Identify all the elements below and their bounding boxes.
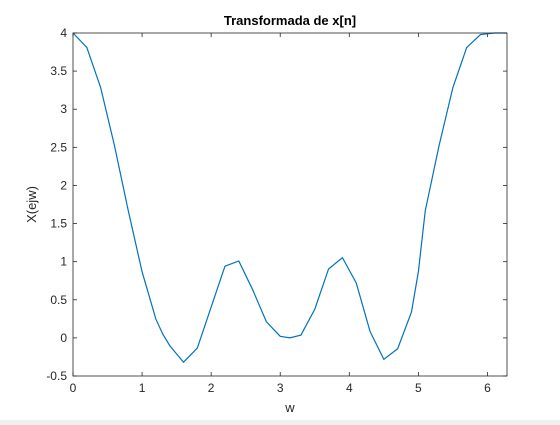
x-tick-label: 2 xyxy=(208,381,215,395)
y-tick-label: 2.5 xyxy=(50,140,67,154)
x-tick-label: 6 xyxy=(484,381,491,395)
x-axis-label: w xyxy=(284,400,295,415)
y-tick-label: -0.5 xyxy=(46,369,67,383)
axes-box xyxy=(72,32,508,377)
x-tick-label: 1 xyxy=(139,381,146,395)
x-tick-label: 3 xyxy=(277,381,284,395)
y-tick-label: 1.5 xyxy=(50,217,67,231)
y-tick-label: 2 xyxy=(60,178,67,192)
y-tick-label: 0.5 xyxy=(50,293,67,307)
chart-title: Transformada de x[n] xyxy=(224,13,356,28)
y-tick-label: 0 xyxy=(60,331,67,345)
series-line xyxy=(72,32,507,364)
x-tick-label: 5 xyxy=(415,381,422,395)
x-tick-label: 4 xyxy=(346,381,353,395)
y-tick-label: 4 xyxy=(60,26,67,40)
x-tick-label: 0 xyxy=(70,381,77,395)
tick-labels-group: 0 1 2 3 4 5 6-0.500.511.522.533.54 xyxy=(46,26,491,395)
y-tick-label: 3.5 xyxy=(50,64,67,78)
axes-background xyxy=(73,33,507,376)
y-tick-label: 1 xyxy=(60,255,67,269)
y-tick-label: 3 xyxy=(60,102,67,116)
y-axis-label: X(ejw) xyxy=(24,186,39,223)
